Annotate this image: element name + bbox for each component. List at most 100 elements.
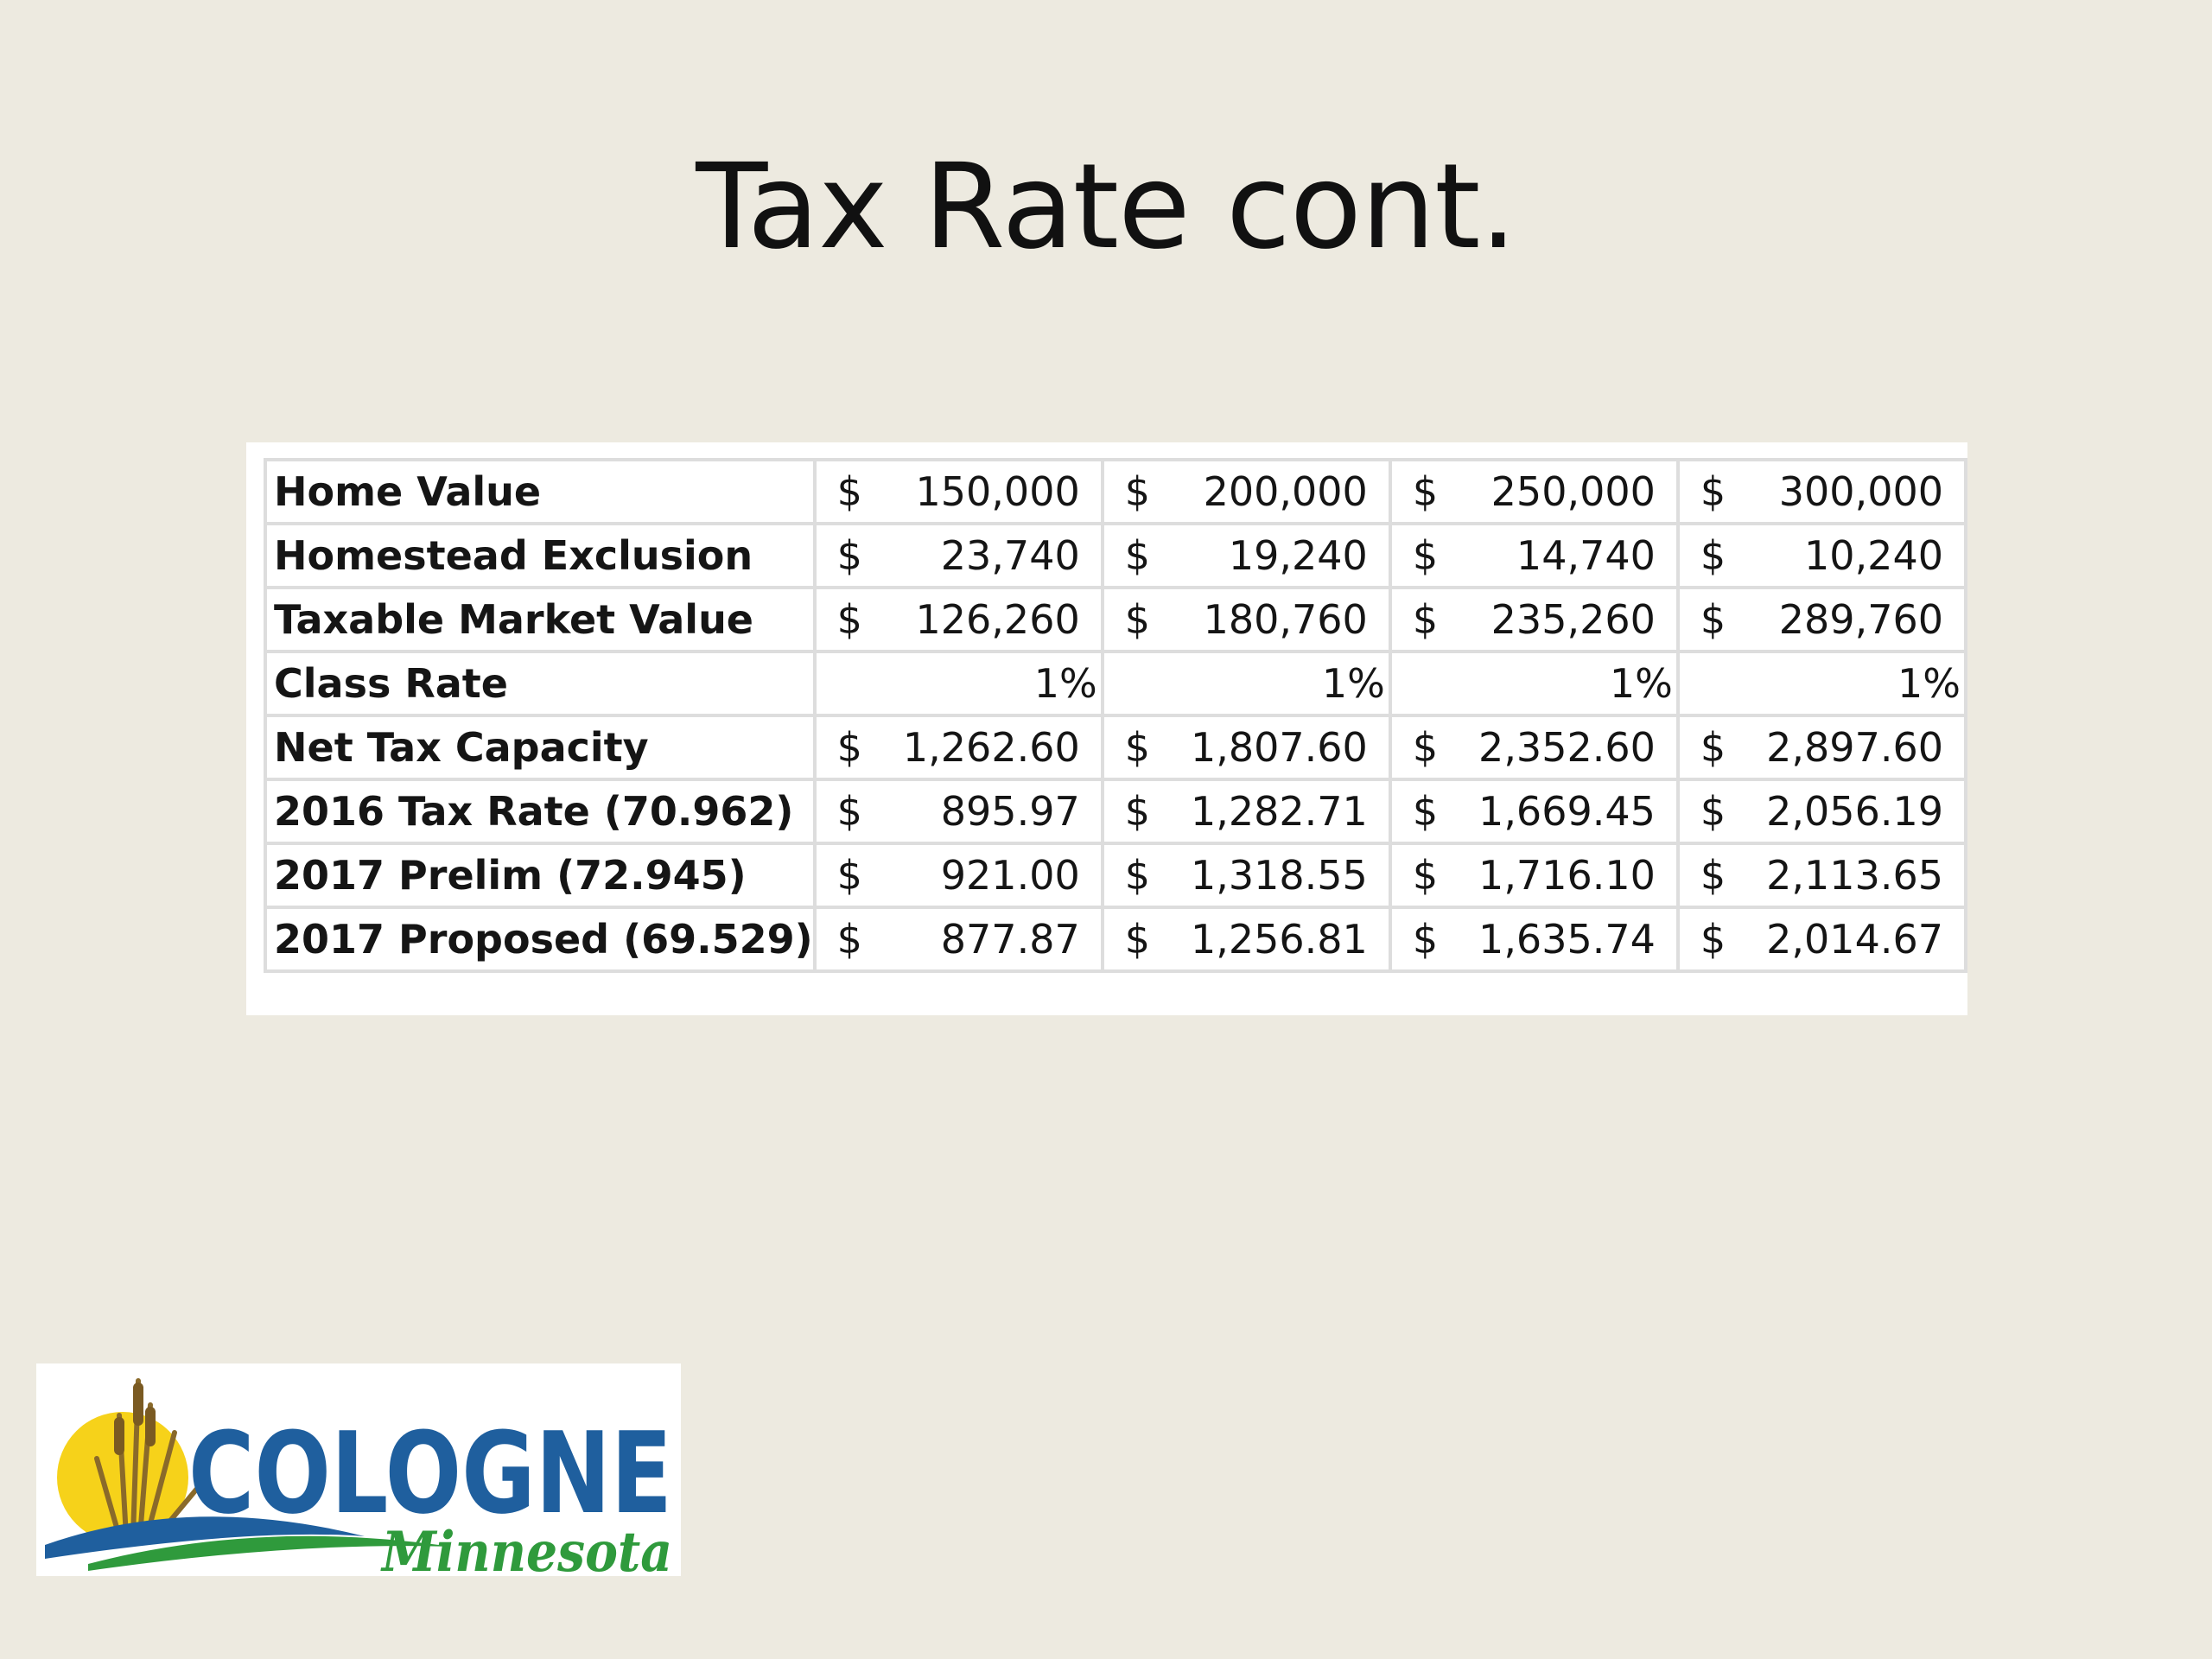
currency-symbol: $ (1700, 596, 1726, 643)
cell-value: 1,635.74 (1478, 916, 1656, 963)
table-cell: $1,318.55 (1100, 842, 1392, 909)
table-cell: $1,635.74 (1388, 906, 1680, 973)
currency-symbol: $ (1412, 596, 1439, 643)
currency-symbol: $ (836, 788, 862, 835)
table-cell: $877.87 (812, 906, 1104, 973)
cell-value: 1,282.71 (1190, 788, 1368, 835)
cell-value: 250,000 (1491, 468, 1656, 515)
currency-symbol: $ (1700, 724, 1726, 771)
currency-symbol: $ (1412, 724, 1439, 771)
row-label: Homestead Exclusion (264, 522, 817, 589)
currency-symbol: $ (1700, 916, 1726, 963)
cell-value: 1% (1897, 660, 1961, 707)
table-cell: $10,240 (1675, 522, 1968, 589)
cell-value: 1,262.60 (902, 724, 1080, 771)
cell-value: 300,000 (1778, 468, 1943, 515)
currency-symbol: $ (1700, 788, 1726, 835)
currency-symbol: $ (1124, 468, 1151, 515)
table-cell: $235,260 (1388, 586, 1680, 653)
cell-value: 1% (1033, 660, 1097, 707)
cell-value: 23,740 (940, 532, 1080, 579)
table-cell: $1,716.10 (1388, 842, 1680, 909)
row-label: Net Tax Capacity (264, 714, 817, 781)
cell-value: 1% (1321, 660, 1385, 707)
cell-value: 14,740 (1516, 532, 1656, 579)
currency-symbol: $ (1412, 532, 1439, 579)
cell-value: 895.97 (940, 788, 1080, 835)
currency-symbol: $ (1124, 724, 1151, 771)
table-cell: $1,282.71 (1100, 778, 1392, 845)
table-cell: $250,000 (1388, 458, 1680, 525)
currency-symbol: $ (836, 724, 862, 771)
currency-symbol: $ (1124, 852, 1151, 899)
table-cell: $2,014.67 (1675, 906, 1968, 973)
cell-value: 200,000 (1203, 468, 1368, 515)
currency-symbol: $ (1412, 852, 1439, 899)
cell-value: 2,056.19 (1766, 788, 1943, 835)
table-cell: $1,256.81 (1100, 906, 1392, 973)
table-cell: $289,760 (1675, 586, 1968, 653)
table-row: 2017 Prelim (72.945) $921.00 $1,318.55 $1,7… (264, 842, 1968, 909)
table-cell: $126,260 (812, 586, 1104, 653)
cell-value: 1,716.10 (1478, 852, 1656, 899)
row-label: 2017 Prelim (72.945) (264, 842, 817, 909)
row-label: 2016 Tax Rate (70.962) (264, 778, 817, 845)
row-label: Home Value (264, 458, 817, 525)
table-row: Home Value $150,000 $200,000 $250,000 $300,0… (264, 458, 1968, 525)
currency-symbol: $ (1124, 916, 1151, 963)
table-row: Net Tax Capacity $1,262.60 $1,807.60 $2,352… (264, 714, 1968, 781)
cell-value: 1,669.45 (1478, 788, 1656, 835)
currency-symbol: $ (836, 916, 862, 963)
currency-symbol: $ (1124, 532, 1151, 579)
currency-symbol: $ (1124, 788, 1151, 835)
tax-rate-table: Home Value $150,000 $200,000 $250,000 $300,0… (264, 458, 1968, 973)
table-cell: $200,000 (1100, 458, 1392, 525)
currency-symbol: $ (1412, 468, 1439, 515)
cell-value: 180,760 (1203, 596, 1368, 643)
cell-value: 2,014.67 (1766, 916, 1943, 963)
cell-value: 1,318.55 (1190, 852, 1368, 899)
logo-wordmark: COLOGNE (188, 1408, 672, 1539)
table-row: 2016 Tax Rate (70.962) $895.97 $1,282.71 $1… (264, 778, 1968, 845)
spreadsheet-table-image: Home Value $150,000 $200,000 $250,000 $300,0… (246, 442, 1968, 1015)
row-label: Taxable Market Value (264, 586, 817, 653)
table-cell: $150,000 (812, 458, 1104, 525)
table-cell: $2,056.19 (1675, 778, 1968, 845)
table-cell: $895.97 (812, 778, 1104, 845)
table-row: Homestead Exclusion $23,740 $19,240 $14,740… (264, 522, 1968, 589)
cell-value: 2,897.60 (1766, 724, 1943, 771)
cell-value: 289,760 (1778, 596, 1943, 643)
table-row: Class Rate 1% 1% 1% 1% (264, 650, 1968, 717)
table-cell: $1,262.60 (812, 714, 1104, 781)
currency-symbol: $ (1700, 852, 1726, 899)
currency-symbol: $ (1412, 916, 1439, 963)
slide-title: Tax Rate cont. (696, 139, 1516, 276)
table-cell: $1,669.45 (1388, 778, 1680, 845)
cell-value: 10,240 (1804, 532, 1943, 579)
cell-value: 19,240 (1228, 532, 1368, 579)
cell-value: 235,260 (1491, 596, 1656, 643)
cologne-minnesota-logo: COLOGNE Minnesota (36, 1363, 681, 1576)
cell-value: 2,352.60 (1478, 724, 1656, 771)
table-cell: $14,740 (1388, 522, 1680, 589)
currency-symbol: $ (1124, 596, 1151, 643)
cell-value: 1,807.60 (1190, 724, 1368, 771)
cell-value: 150,000 (915, 468, 1080, 515)
currency-symbol: $ (1412, 788, 1439, 835)
table-cell: 1% (1388, 650, 1680, 717)
currency-symbol: $ (1700, 532, 1726, 579)
table-cell: $180,760 (1100, 586, 1392, 653)
table-cell: 1% (812, 650, 1104, 717)
table-row: Taxable Market Value $126,260 $180,760 $235… (264, 586, 1968, 653)
table-cell: $23,740 (812, 522, 1104, 589)
table-cell: $921.00 (812, 842, 1104, 909)
cell-value: 921.00 (940, 852, 1080, 899)
cell-value: 1% (1609, 660, 1673, 707)
table-cell: $2,897.60 (1675, 714, 1968, 781)
logo-subtitle: Minnesota (380, 1520, 672, 1576)
cell-value: 1,256.81 (1190, 916, 1368, 963)
cell-value: 2,113.65 (1766, 852, 1943, 899)
table-cell: $19,240 (1100, 522, 1392, 589)
table-row: 2017 Proposed (69.529) $877.87 $1,256.81 $1… (264, 906, 1968, 973)
row-label: 2017 Proposed (69.529) (264, 906, 817, 973)
